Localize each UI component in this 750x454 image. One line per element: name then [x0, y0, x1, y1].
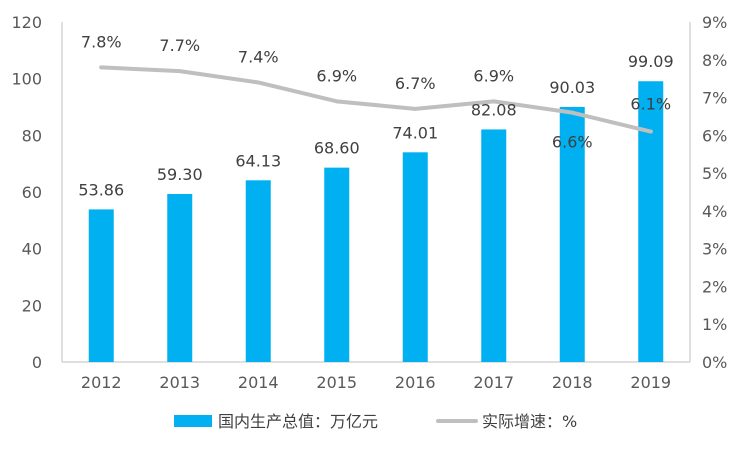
legend-gdp-swatch	[174, 415, 212, 427]
y-right-tick-label: 9%	[702, 13, 727, 32]
y-left-tick-label: 60	[22, 183, 42, 202]
gdp-bar	[481, 129, 507, 362]
gdp-bar-label: 68.60	[314, 139, 360, 158]
x-tick-label: 2015	[316, 373, 357, 392]
y-right-tick-label: 0%	[702, 353, 727, 372]
growth-rate-point	[648, 129, 653, 134]
gdp-bar	[402, 152, 428, 362]
data-labels: 53.86 59.30 64.13 68.60 74.01 82.08 90.03 99.09…	[78, 32, 673, 199]
y-right-tick-label: 3%	[702, 240, 727, 259]
growth-rate-point	[256, 80, 261, 85]
bar-series	[88, 81, 664, 363]
growth-rate-label: 6.9%	[316, 66, 357, 85]
x-tick-label: 2019	[630, 373, 671, 392]
y-right-tick-label: 1%	[702, 315, 727, 334]
gdp-bar-label: 99.09	[628, 52, 674, 71]
y-right-tick-label: 6%	[702, 126, 727, 145]
y-left-tick-label: 100	[11, 70, 42, 89]
growth-rate-line	[99, 65, 653, 134]
growth-rate-point	[99, 65, 104, 70]
growth-rate-point	[413, 106, 418, 111]
y-right-tick-label: 2%	[702, 277, 727, 296]
gdp-bar-label: 59.30	[157, 165, 203, 184]
gdp-bar	[638, 81, 664, 363]
y-left-tick-label: 80	[22, 126, 42, 145]
x-tick-label: 2013	[159, 373, 200, 392]
line-series	[99, 65, 653, 134]
gdp-bar-label: 53.86	[78, 180, 124, 199]
growth-rate-label: 6.6%	[552, 133, 593, 152]
y-left-tick-label: 0	[32, 353, 42, 372]
y-right-tick-label: 7%	[702, 89, 727, 108]
y-right-tick-label: 8%	[702, 51, 727, 70]
gdp-bar	[88, 209, 114, 362]
x-tick-label: 2017	[473, 373, 514, 392]
growth-rate-point	[177, 69, 182, 74]
y-left-tick-label: 20	[22, 296, 42, 315]
gdp-bar	[559, 106, 585, 362]
growth-rate-label: 6.1%	[630, 95, 671, 114]
y-left-tick-label: 120	[11, 13, 42, 32]
growth-rate-label: 7.7%	[159, 36, 200, 55]
legend: 国内生产总值：万亿元 实际增速：%	[174, 412, 577, 431]
x-tick-label: 2014	[238, 373, 279, 392]
gdp-bar	[245, 180, 271, 362]
growth-rate-point	[570, 110, 575, 115]
legend-growth-label: 实际增速：%	[482, 412, 577, 431]
gdp-bar-label: 64.13	[235, 151, 281, 170]
gdp-bar-label: 82.08	[471, 100, 517, 119]
legend-gdp-label: 国内生产总值：万亿元	[218, 412, 378, 431]
y-right-tick-label: 4%	[702, 202, 727, 221]
x-tick-label: 2016	[395, 373, 436, 392]
y-right-tick-label: 5%	[702, 164, 727, 183]
growth-rate-label: 7.8%	[81, 32, 122, 51]
growth-rate-label: 6.7%	[395, 74, 436, 93]
growth-rate-label: 6.9%	[473, 66, 514, 85]
gdp-bar	[324, 167, 350, 362]
gdp-bar-label: 90.03	[549, 78, 595, 97]
x-tick-label: 2012	[81, 373, 122, 392]
gdp-bar	[167, 193, 193, 362]
growth-rate-point	[491, 99, 496, 104]
gdp-bar-label: 74.01	[392, 123, 438, 142]
axes: 0 20 40 60 80 100 120 0% 1% 2% 3% 4% 5% 6% 7% 8% 9% 2012 2…	[11, 13, 727, 392]
x-tick-label: 2018	[552, 373, 593, 392]
y-left-tick-label: 40	[22, 240, 42, 259]
growth-rate-label: 7.4%	[238, 47, 279, 66]
growth-rate-point	[334, 99, 339, 104]
